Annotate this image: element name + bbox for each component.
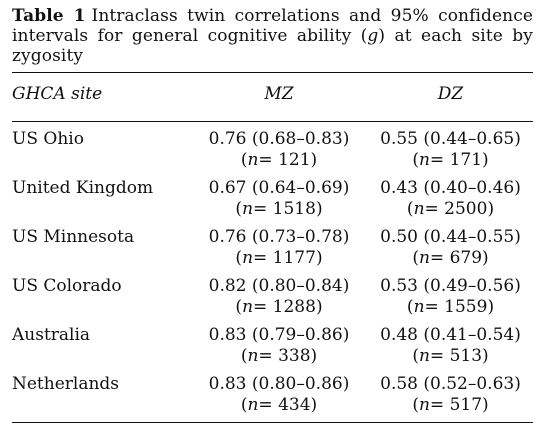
dz-sample-size: (n= 517) xyxy=(412,395,489,415)
header-dz: DZ xyxy=(437,84,464,104)
table-row: Netherlands 0.83 (0.80–0.86) (n= 434) 0.58 … xyxy=(12,367,533,416)
table-row: US Colorado 0.82 (0.80–0.84) (n= 1288) 0.53… xyxy=(12,269,533,318)
dz-n-value: = 171 xyxy=(429,150,483,170)
mz-cell: 0.82 (0.80–0.84) (n= 1288) xyxy=(190,269,368,318)
mz-n-value: = 1288 xyxy=(253,297,316,317)
n-variable: n xyxy=(247,346,259,366)
dz-cell: 0.58 (0.52–0.63) (n= 517) xyxy=(368,367,533,416)
mz-n-value: = 1177 xyxy=(253,248,316,268)
dz-n-value: = 679 xyxy=(429,248,483,268)
dz-sample-size: (n= 1559) xyxy=(406,297,495,317)
n-variable: n xyxy=(242,297,254,317)
dz-correlation: 0.53 (0.49–0.56) xyxy=(380,276,521,296)
n-variable: n xyxy=(418,150,430,170)
mz-correlation: 0.76 (0.68–0.83) xyxy=(208,129,350,149)
site-name: Netherlands xyxy=(12,374,120,394)
n-variable: n xyxy=(242,248,254,268)
mz-correlation: 0.83 (0.79–0.86) xyxy=(208,325,350,345)
dz-sample-size: (n= 2500) xyxy=(406,199,495,219)
dz-n-value: = 2500 xyxy=(424,199,488,219)
mz-sample-size: (n= 121) xyxy=(240,150,318,170)
mz-correlation: 0.76 (0.73–0.78) xyxy=(208,227,350,247)
header-site: GHCA site xyxy=(12,84,103,104)
table-row: US Ohio 0.76 (0.68–0.83) (n= 121) 0.55 (0.4… xyxy=(12,122,533,171)
site-name: US Minnesota xyxy=(12,227,135,247)
caption-text-end: ) at each site by zygosity xyxy=(12,26,533,66)
mz-cell: 0.76 (0.68–0.83) (n= 121) xyxy=(190,122,368,171)
site-name: US Ohio xyxy=(12,129,84,149)
n-variable: n xyxy=(413,297,425,317)
n-variable: n xyxy=(247,150,259,170)
table-row: Australia 0.83 (0.79–0.86) (n= 338) 0.48 (0… xyxy=(12,318,533,367)
dz-cell: 0.53 (0.49–0.56) (n= 1559) xyxy=(368,269,533,318)
site-name: United Kingdom xyxy=(12,178,154,198)
n-variable: n xyxy=(413,199,425,219)
dz-cell: 0.48 (0.41–0.54) (n= 513) xyxy=(368,318,533,367)
n-variable: n xyxy=(418,248,430,268)
n-variable: n xyxy=(242,199,254,219)
dz-correlation: 0.43 (0.40–0.46) xyxy=(380,178,521,198)
caption-text-start: Intraclass twin correlations and 95% con… xyxy=(12,6,533,46)
dz-n-value: = 517 xyxy=(429,395,483,415)
dz-cell: 0.55 (0.44–0.65) (n= 171) xyxy=(368,122,533,171)
mz-n-value: = 338 xyxy=(258,346,311,366)
correlation-table-body: US Ohio 0.76 (0.68–0.83) (n= 121) 0.55 (0.4… xyxy=(12,122,533,416)
mz-n-value: = 121 xyxy=(258,150,311,170)
n-variable: n xyxy=(418,395,430,415)
dz-correlation: 0.48 (0.41–0.54) xyxy=(380,325,521,345)
header-row: GHCA site MZ DZ xyxy=(12,73,533,113)
dz-cell: 0.43 (0.40–0.46) (n= 2500) xyxy=(368,171,533,220)
dz-correlation: 0.58 (0.52–0.63) xyxy=(380,374,521,394)
dz-sample-size: (n= 171) xyxy=(412,150,489,170)
table-label: Table 1 xyxy=(12,6,86,26)
n-variable: n xyxy=(418,346,430,366)
header-mz: MZ xyxy=(264,84,294,104)
mz-sample-size: (n= 1518) xyxy=(235,199,323,219)
mz-sample-size: (n= 338) xyxy=(240,346,318,366)
mz-cell: 0.76 (0.73–0.78) (n= 1177) xyxy=(190,220,368,269)
mz-correlation: 0.83 (0.80–0.86) xyxy=(208,374,350,394)
mz-sample-size: (n= 434) xyxy=(240,395,318,415)
mz-n-value: = 434 xyxy=(258,395,311,415)
correlation-table: GHCA site MZ DZ xyxy=(12,73,533,113)
mz-correlation: 0.67 (0.64–0.69) xyxy=(208,178,350,198)
mz-cell: 0.67 (0.64–0.69) (n= 1518) xyxy=(190,171,368,220)
dz-correlation: 0.50 (0.44–0.55) xyxy=(380,227,521,247)
n-variable: n xyxy=(247,395,259,415)
dz-sample-size: (n= 679) xyxy=(412,248,489,268)
table-caption: Table 1 Intraclass twin correlations and … xyxy=(12,6,533,66)
dz-cell: 0.50 (0.44–0.55) (n= 679) xyxy=(368,220,533,269)
dz-correlation: 0.55 (0.44–0.65) xyxy=(380,129,521,149)
mz-cell: 0.83 (0.80–0.86) (n= 434) xyxy=(190,367,368,416)
header-rule xyxy=(12,121,533,122)
table-row: US Minnesota 0.76 (0.73–0.78) (n= 1177) 0.5… xyxy=(12,220,533,269)
site-name: Australia xyxy=(12,325,91,345)
mz-sample-size: (n= 1177) xyxy=(235,248,323,268)
mz-sample-size: (n= 1288) xyxy=(235,297,323,317)
top-rule xyxy=(12,72,533,73)
mz-correlation: 0.82 (0.80–0.84) xyxy=(208,276,350,296)
site-name: US Colorado xyxy=(12,276,122,296)
mz-n-value: = 1518 xyxy=(253,199,316,219)
table-row: United Kingdom 0.67 (0.64–0.69) (n= 1518) 0… xyxy=(12,171,533,220)
dz-sample-size: (n= 513) xyxy=(412,346,489,366)
dz-n-value: = 513 xyxy=(429,346,483,366)
mz-cell: 0.83 (0.79–0.86) (n= 338) xyxy=(190,318,368,367)
caption-italic-g: g xyxy=(367,26,379,46)
dz-n-value: = 1559 xyxy=(424,297,488,317)
document-page: Table 1 Intraclass twin correlations and … xyxy=(12,6,533,423)
